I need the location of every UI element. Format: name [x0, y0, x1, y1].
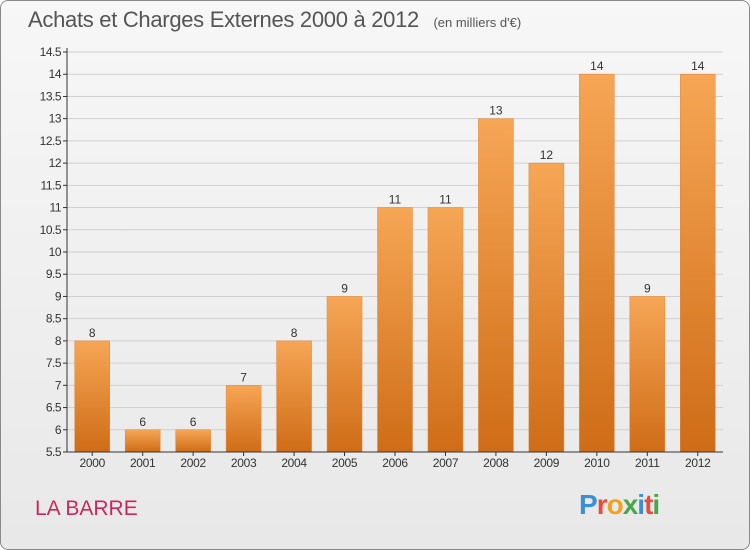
bar: [175, 429, 211, 453]
y-tick-label: 13: [49, 112, 62, 126]
y-tick-label: 7: [55, 378, 62, 392]
y-tick-label: 11.5: [41, 178, 62, 192]
y-tick-label: 14: [49, 67, 62, 81]
x-tick-label: 2011: [635, 456, 660, 470]
x-tick-label: 2003: [231, 456, 257, 470]
x-tick-label: 2002: [180, 456, 206, 470]
bar: [326, 296, 363, 453]
bar-value-label: 7: [240, 370, 247, 384]
bar-value-label: 6: [190, 415, 197, 429]
x-tick-label: 2000: [79, 456, 105, 470]
y-tick-label: 13.5: [40, 89, 62, 103]
y-tick-label: 10.5: [40, 223, 62, 237]
logo-letter: i: [652, 489, 660, 520]
logo-letter: t: [644, 489, 653, 520]
bar-value-label: 8: [291, 326, 298, 340]
bar: [427, 207, 464, 453]
y-tick-label: 6.5: [46, 401, 62, 415]
y-tick-label: 12.5: [40, 134, 62, 148]
logo-letter: o: [606, 489, 624, 520]
bar-value-label: 11: [389, 193, 402, 207]
bar: [629, 296, 666, 453]
y-tick-label: 8.5: [46, 312, 62, 326]
y-tick-label: 7.5: [46, 356, 62, 370]
proxiti-logo: Proxiti: [579, 489, 660, 521]
bar: [478, 118, 514, 453]
y-tick-label: 8: [55, 334, 62, 348]
bar-value-label: 13: [489, 104, 503, 118]
bar-value-label: 14: [691, 59, 705, 73]
x-tick-label: 2010: [584, 456, 610, 470]
x-tick-label: 2008: [483, 456, 509, 470]
bar-value-label: 6: [139, 415, 146, 429]
y-tick-label: 6: [55, 423, 62, 437]
x-tick-label: 2009: [534, 456, 560, 470]
y-tick-label: 14.5: [40, 45, 62, 59]
bar: [528, 162, 565, 453]
bar: [74, 340, 110, 453]
y-tick-label: 11: [50, 201, 62, 215]
bar-value-label: 9: [644, 281, 651, 295]
bar-value-label: 8: [89, 326, 96, 340]
y-tick-label: 5.5: [46, 445, 62, 459]
chart-subtitle: (en milliers d'€): [433, 15, 522, 30]
x-tick-label: 2012: [685, 456, 711, 470]
bar: [377, 207, 413, 453]
bar-value-label: 12: [540, 148, 554, 162]
chart-title: Achats et Charges Externes 2000 à 2012: [28, 7, 419, 32]
logo-letter: x: [622, 489, 639, 520]
x-tick-label: 2006: [382, 456, 408, 470]
bar: [124, 429, 161, 453]
bar: [276, 340, 312, 453]
y-tick-label: 10: [49, 245, 62, 259]
bar: [579, 73, 615, 453]
logo-letter: P: [579, 489, 598, 520]
bar-value-label: 11: [439, 193, 452, 207]
title-row: Achats et Charges Externes 2000 à 2012 (…: [28, 7, 521, 33]
y-tick-label: 9.5: [46, 267, 62, 281]
logo-letter: r: [596, 489, 608, 520]
bar-value-label: 14: [590, 59, 604, 73]
bar: [680, 73, 716, 453]
y-tick-label: 12: [49, 156, 62, 170]
y-tick-label: 9: [55, 289, 62, 303]
x-tick-label: 2004: [281, 456, 307, 470]
bar-value-label: 9: [341, 281, 348, 295]
x-tick-label: 2007: [433, 456, 459, 470]
x-tick-label: 2005: [332, 456, 358, 470]
commune-name: LA BARRE: [35, 497, 138, 520]
bar: [225, 385, 262, 453]
x-tick-label: 2001: [130, 456, 156, 470]
logo-letter: i: [637, 489, 645, 520]
